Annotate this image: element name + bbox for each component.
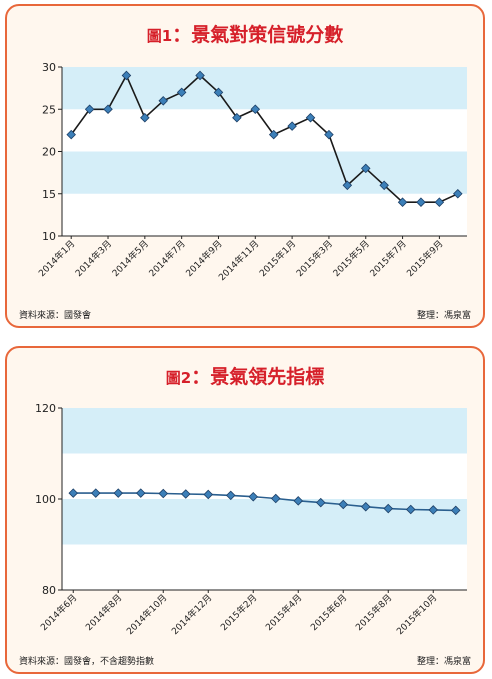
chart-2-x-tick-label: 2015年8月 xyxy=(353,592,394,633)
chart-1-data-point xyxy=(434,197,445,207)
chart-1-data-point xyxy=(268,129,279,140)
chart-1-y-tick-label: 30 xyxy=(42,61,56,74)
chart-2-data-point xyxy=(450,505,461,516)
chart-1-data-point xyxy=(360,163,371,174)
chart-1-x-tick-label: 2015年1月 xyxy=(257,238,298,279)
chart-1-data-point xyxy=(176,87,187,98)
chart-1-colon: ： xyxy=(172,24,192,46)
chart-2-data-point xyxy=(360,501,371,512)
chart-1-title: 景氣對策信號分數 xyxy=(191,24,344,46)
chart-2-data-point xyxy=(68,488,79,498)
chart-1-series-line xyxy=(70,73,459,203)
chart-1-x-tick-label: 2015年3月 xyxy=(294,238,335,279)
chart-2-title: 景氣領先指標 xyxy=(210,366,325,388)
chart-2-x-tick-label: 2015年6月 xyxy=(308,592,349,633)
chart-1-y-tick-label: 25 xyxy=(42,103,56,116)
chart-1-title-row: 圖1：景氣對策信號分數 xyxy=(7,20,483,47)
chart-2-data-point xyxy=(225,490,236,501)
chart-2-x-tick-label: 2014年10月 xyxy=(124,592,170,638)
chart-1-data-point xyxy=(158,96,169,106)
chart-1-data-point xyxy=(121,70,132,81)
chart-1-band xyxy=(62,67,467,110)
chart-2-data-point xyxy=(405,504,416,515)
chart-2-data-point xyxy=(293,496,304,506)
chart-2-data-point xyxy=(180,489,191,499)
chart-1-data-point xyxy=(103,104,113,115)
chart-1-x-tick-label: 2015年9月 xyxy=(404,238,445,279)
chart-1-data-point xyxy=(305,112,316,123)
chart-2-author: 整理：馮泉富 xyxy=(416,657,471,667)
chart-1-x-tick-label: 2014年9月 xyxy=(183,238,224,279)
chart-2-data-point xyxy=(383,503,394,514)
chart-1-data-point xyxy=(84,104,95,115)
chart-1-data-point xyxy=(416,197,426,207)
chart-1-data-point xyxy=(397,197,408,207)
chart-1-data-point xyxy=(232,112,242,123)
chart-1-x-tick-label: 2014年5月 xyxy=(109,238,150,279)
chart-2-band xyxy=(62,408,467,454)
chart-2-x-tick-label: 2015年2月 xyxy=(218,592,259,633)
chart-1-data-point xyxy=(342,180,353,191)
chart-1-x-tick-label: 2015年5月 xyxy=(330,238,371,279)
chart-1-data-point xyxy=(250,104,261,115)
chart-2-colon: ： xyxy=(191,366,211,388)
chart-1-band xyxy=(62,151,467,194)
chart-2-data-point xyxy=(338,499,349,510)
chart-1-data-point xyxy=(140,112,150,123)
chart-2-data-point xyxy=(428,505,439,515)
chart-panel-2: 圖2：景氣領先指標 80 100 120 2014年6月 2014年8月 2014年10月… xyxy=(5,346,485,674)
chart-2-x-tick-label: 2014年6月 xyxy=(38,592,79,633)
chart-panel-1: 圖1：景氣對策信號分數 10 15 20 25 30 2014年1月 2014年3月 2014… xyxy=(5,4,485,328)
chart-2-data-point xyxy=(315,497,326,508)
chart-1-data-point xyxy=(324,129,334,140)
chart-2-data-point xyxy=(270,493,281,504)
chart-1-source: 資料來源：國發會 xyxy=(19,311,92,321)
chart-1-x-tick-label: 2014年7月 xyxy=(146,238,187,279)
chart-2-title-row: 圖2：景氣領先指標 xyxy=(7,362,483,389)
chart-1-plot: 10152025302014年1月2014年3月2014年5月2014年7月20… xyxy=(36,61,467,283)
chart-1-author: 整理：馮泉富 xyxy=(416,311,471,321)
chart-1-y-tick-label: 15 xyxy=(42,188,56,201)
chart-2-data-point xyxy=(203,489,214,500)
chart-2-data-point xyxy=(113,488,124,498)
chart-2-data-point xyxy=(248,491,259,502)
chart-2-x-tick-label: 2015年4月 xyxy=(263,592,304,633)
chart-1-y-tick-label: 10 xyxy=(42,230,56,243)
chart-2-y-tick-label: 80 xyxy=(42,584,56,597)
chart-1-data-point xyxy=(379,180,389,191)
chart-1-data-point xyxy=(66,129,76,140)
chart-1-data-point xyxy=(453,188,463,199)
chart-2-x-tick-label: 2014年12月 xyxy=(169,592,215,638)
chart-2-y-tick-label: 100 xyxy=(35,493,56,506)
chart-2-source: 資料來源：國發會，不含趨勢指數 xyxy=(19,657,155,667)
chart-1-data-point xyxy=(195,70,205,81)
chart-2-data-point xyxy=(135,488,146,498)
chart-2-band xyxy=(62,499,467,545)
chart-2-data-point xyxy=(90,488,101,498)
chart-2-x-tick-label: 2014年8月 xyxy=(83,592,124,633)
chart-1-y-tick-label: 20 xyxy=(42,146,56,159)
chart-1-x-tick-label: 2014年1月 xyxy=(36,238,77,279)
chart-1-figure-label: 圖1 xyxy=(146,27,173,45)
chart-1-data-point xyxy=(213,87,224,98)
chart-1-x-tick-label: 2015年7月 xyxy=(367,238,408,279)
chart-1-x-tick-label: 2014年3月 xyxy=(73,238,114,279)
chart-1-data-point xyxy=(287,121,297,131)
chart-2-x-tick-label: 2015年10月 xyxy=(394,592,440,638)
chart-2-data-point xyxy=(158,488,169,499)
chart-2-y-tick-label: 120 xyxy=(35,402,56,415)
chart-2-figure-label: 圖2 xyxy=(165,369,192,387)
